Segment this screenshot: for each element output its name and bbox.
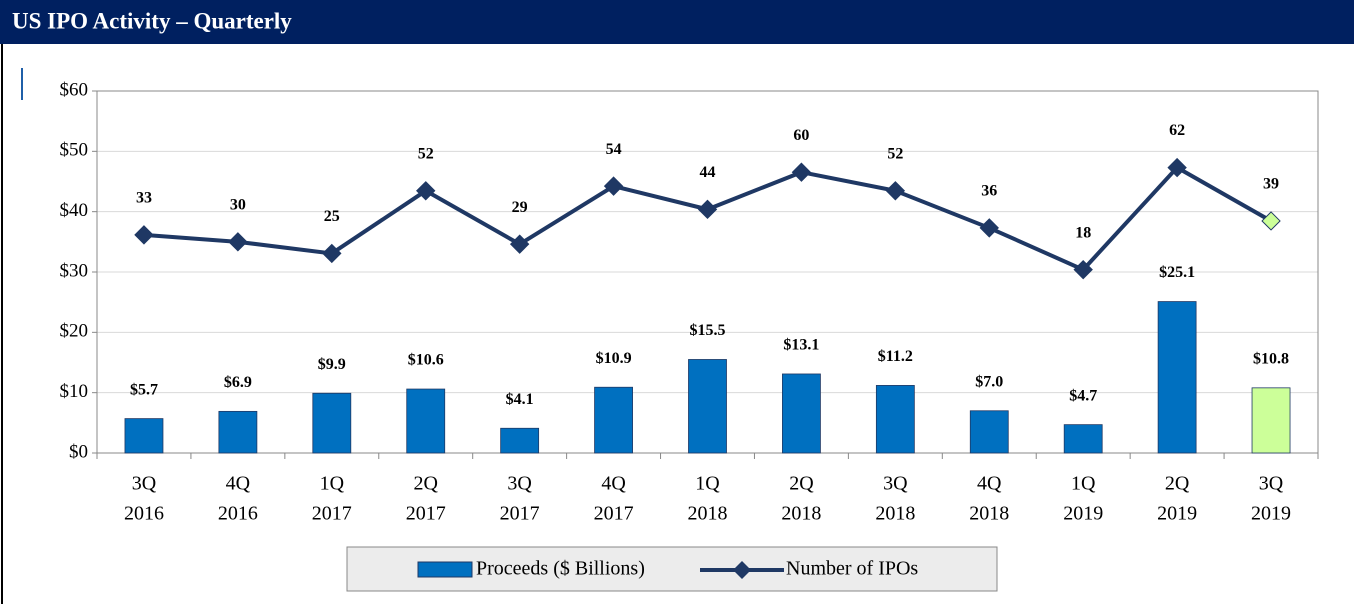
bar — [125, 419, 163, 453]
point-label: 39 — [1263, 176, 1279, 193]
point-label: 54 — [606, 141, 622, 158]
point-label: 62 — [1169, 122, 1185, 139]
bar — [1064, 425, 1102, 453]
marker — [135, 226, 153, 244]
x-tick-label: 2017 — [594, 503, 634, 525]
marker — [229, 233, 247, 251]
marker — [792, 163, 810, 181]
bar-label: $6.9 — [224, 374, 252, 391]
chart-title: US IPO Activity – Quarterly — [12, 8, 292, 33]
y-tick-label: $40 — [60, 200, 89, 221]
x-tick-label: 3Q — [132, 473, 157, 495]
point-label: 60 — [793, 127, 809, 144]
x-tick-label: 4Q — [226, 473, 251, 495]
bar — [501, 428, 539, 453]
x-tick-label: 2018 — [875, 503, 915, 525]
x-tick-label: 2018 — [969, 503, 1009, 525]
x-tick-label: 4Q — [977, 473, 1002, 495]
bar-label: $25.1 — [1159, 264, 1195, 281]
marker — [605, 177, 623, 195]
x-tick-label: 4Q — [601, 473, 626, 495]
x-tick-label: 2016 — [218, 503, 258, 525]
x-tick-label: 2Q — [1165, 473, 1190, 495]
x-tick-label: 1Q — [320, 473, 345, 495]
y-tick-label: $60 — [60, 79, 89, 100]
y-tick-label: $50 — [60, 140, 89, 161]
bar — [782, 374, 820, 453]
bar-label: $11.2 — [878, 348, 913, 365]
y-tick-label: $20 — [60, 321, 89, 342]
x-tick-label: 2019 — [1063, 503, 1103, 525]
page: US IPO Activity – Quarterly $0 $10 $20 $30 $… — [0, 0, 1354, 604]
x-tick-label: 3Q — [507, 473, 532, 495]
x-tick-label: 2Q — [789, 473, 814, 495]
x-tick-label: 2017 — [406, 503, 446, 525]
point-label: 44 — [700, 164, 716, 181]
bar-label: $5.7 — [130, 381, 158, 398]
marker — [511, 235, 529, 253]
y-tick-label: $0 — [69, 441, 88, 462]
x-tick-label: 2019 — [1157, 503, 1197, 525]
y-tick-label: $10 — [60, 381, 89, 402]
x-tick-label: 2019 — [1251, 503, 1291, 525]
marker — [1262, 212, 1280, 230]
legend-label: Number of IPOs — [786, 558, 918, 580]
x-tick-label: 2017 — [312, 503, 352, 525]
bar — [313, 393, 351, 453]
point-label: 29 — [512, 199, 528, 216]
marker — [980, 219, 998, 237]
marker — [886, 182, 904, 200]
marker — [699, 200, 717, 218]
x-tick-label: 2017 — [500, 503, 540, 525]
point-label: 36 — [981, 183, 997, 200]
bar — [407, 389, 445, 453]
bar-label: $15.5 — [690, 322, 726, 339]
x-tick-label: 3Q — [1259, 473, 1284, 495]
point-label: 18 — [1075, 224, 1091, 241]
bar — [689, 359, 727, 453]
x-tick-label: 2018 — [781, 503, 821, 525]
bar-label: $10.8 — [1253, 351, 1289, 368]
bar-label: $10.9 — [596, 350, 632, 367]
bar-label: $7.0 — [975, 373, 1003, 390]
point-label: 33 — [136, 190, 152, 207]
bar-label: $4.1 — [506, 391, 534, 408]
x-tick-label: 1Q — [695, 473, 720, 495]
bar — [219, 411, 257, 453]
bar-label: $13.1 — [783, 337, 819, 354]
bar — [970, 411, 1008, 453]
x-tick-label: 2018 — [688, 503, 728, 525]
y-tick-label: $30 — [60, 260, 89, 281]
bar — [1252, 388, 1290, 453]
x-tick-label: 2Q — [414, 473, 439, 495]
point-label: 52 — [887, 145, 903, 162]
bar-label: $9.9 — [318, 356, 346, 373]
bar-label: $4.7 — [1069, 387, 1097, 404]
point-label: 25 — [324, 208, 340, 225]
bar — [1158, 302, 1196, 453]
x-tick-label: 3Q — [883, 473, 908, 495]
bar — [876, 385, 914, 453]
bar — [595, 387, 633, 453]
bar-label: $10.6 — [408, 352, 444, 369]
point-label: 30 — [230, 197, 246, 214]
x-tick-label: 1Q — [1071, 473, 1096, 495]
x-tick-label: 2016 — [124, 503, 164, 525]
legend-swatch — [418, 562, 472, 577]
point-label: 52 — [418, 145, 434, 162]
legend-label: Proceeds ($ Billions) — [476, 558, 645, 580]
